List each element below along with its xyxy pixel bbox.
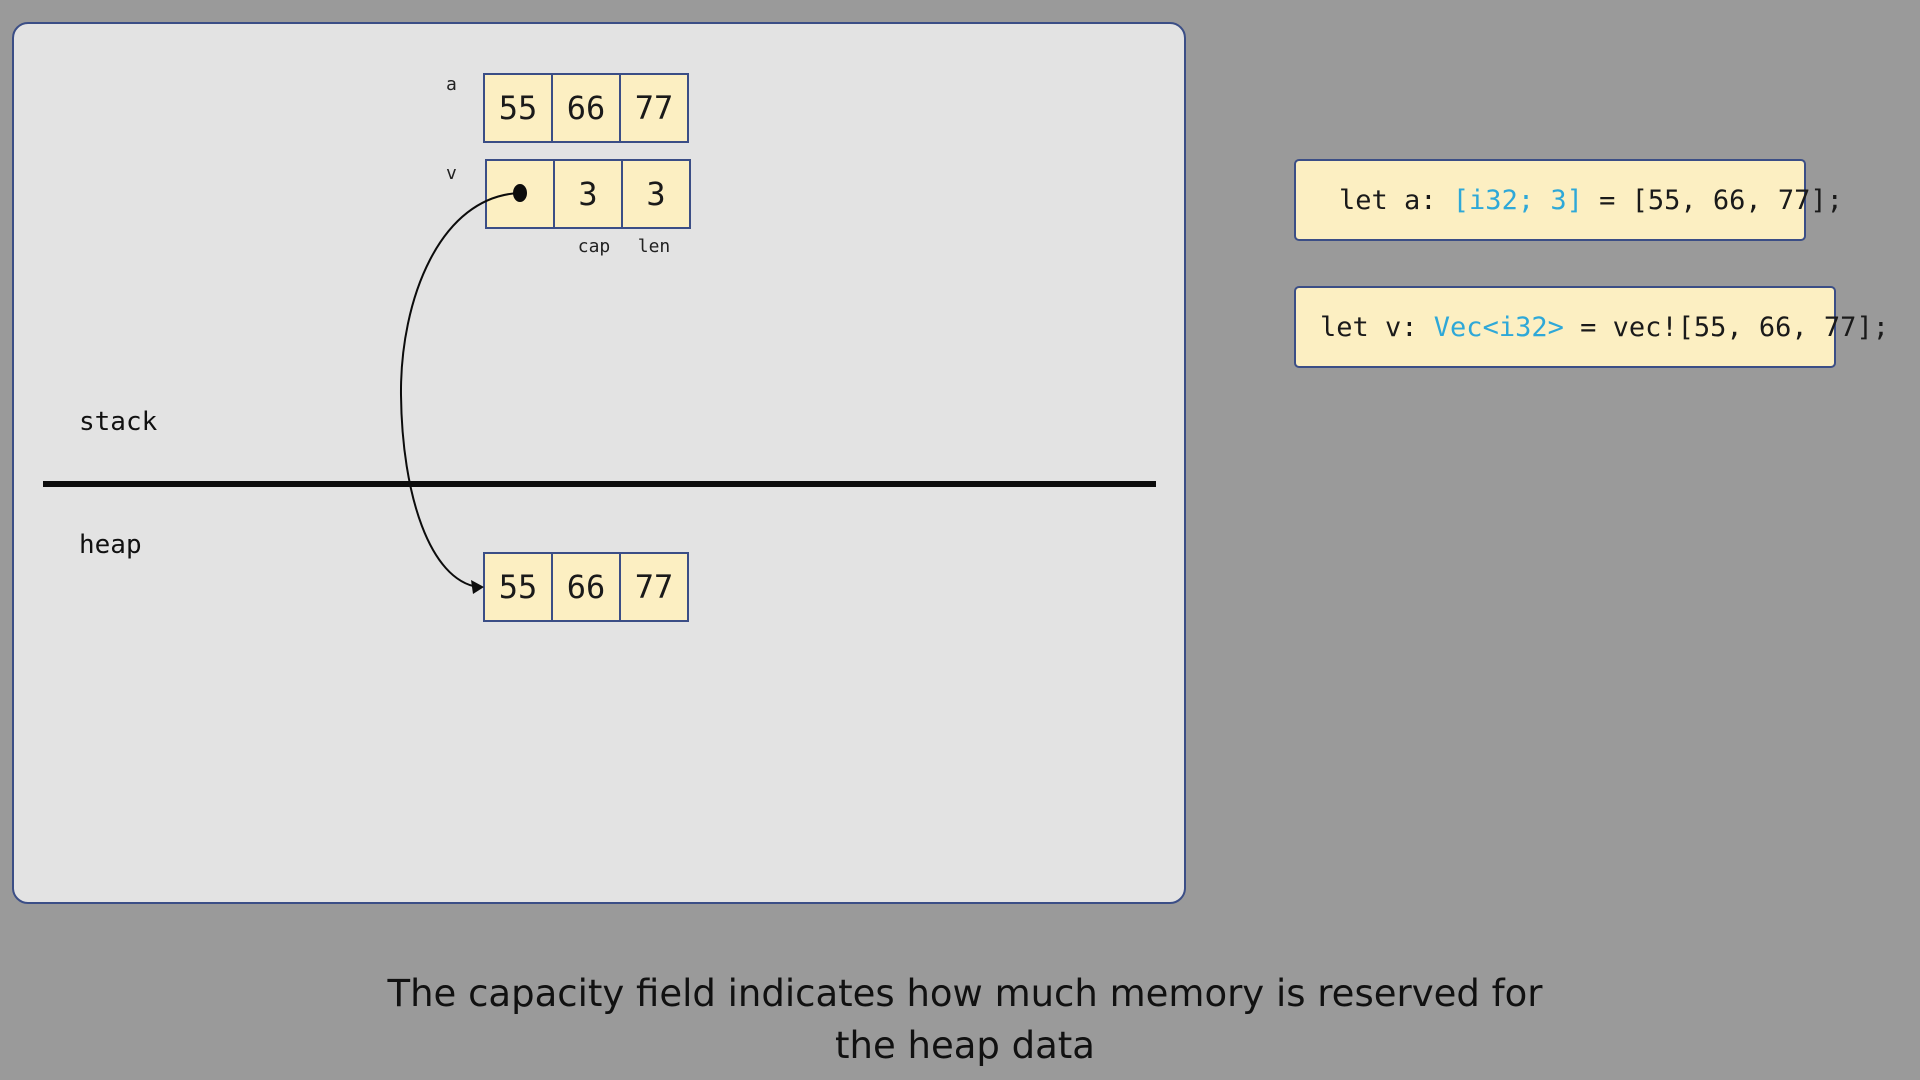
array-a-cell: 55 [483,73,553,143]
code-array-prefix: let a: [1339,184,1453,216]
code-array-suffix: = [55, 66, 77]; [1582,184,1843,216]
cap-label: cap [577,236,611,257]
array-a-label: a [446,74,457,95]
code-vec-type: Vec<i32> [1433,311,1564,343]
vec-v-len-cell: 3 [621,159,691,229]
vec-v-cells: 3 3 [485,159,691,229]
heap-label: heap [79,530,142,560]
code-line-array: let a: [i32; 3] = [55, 66, 77]; [1294,159,1843,241]
array-a-cell: 66 [551,73,621,143]
heap-array-cell: 77 [619,552,689,622]
caption: The capacity field indicates how much me… [0,968,1920,1072]
array-a-cells: 55 66 77 [483,73,689,143]
caption-line-2: the heap data [835,1024,1095,1067]
pointer-curve [399,192,521,588]
stack-label: stack [79,407,158,437]
vec-v-label: v [446,163,457,184]
arrow-head [471,580,484,594]
heap-array-cells: 55 66 77 [483,552,689,622]
caption-line-1: The capacity field indicates how much me… [387,972,1543,1015]
heap-array-cell: 55 [483,552,553,622]
len-label: len [637,236,671,257]
stack-heap-divider [43,481,1156,487]
code-line-vec: let v: Vec<i32> = vec![55, 66, 77]; [1294,286,1889,368]
array-a-cell: 77 [619,73,689,143]
code-vec-suffix: = vec![55, 66, 77]; [1563,311,1889,343]
code-vec-prefix: let v: [1320,311,1434,343]
code-array-type: [i32; 3] [1452,184,1583,216]
